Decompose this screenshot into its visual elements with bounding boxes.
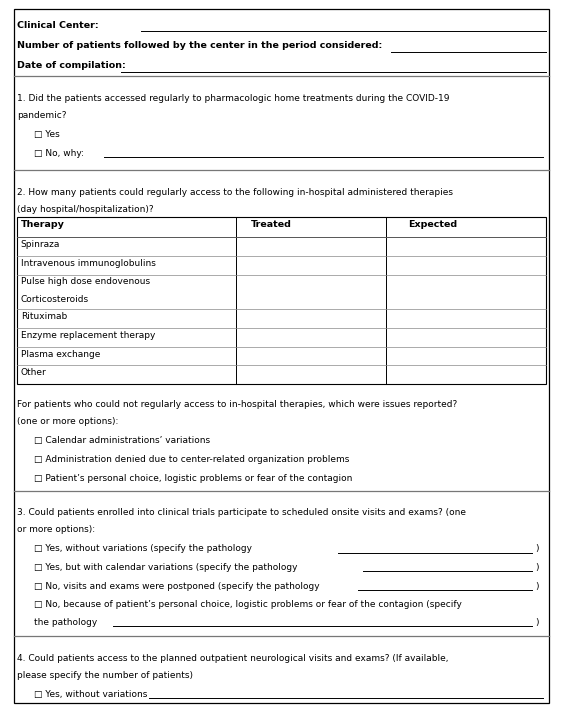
Text: 1. Did the patients accessed regularly to pharmacologic home treatments during t: 1. Did the patients accessed regularly t… (17, 94, 449, 103)
Text: Treated: Treated (251, 219, 292, 229)
Text: □ Yes, without variations (specify the pathology: □ Yes, without variations (specify the p… (34, 544, 252, 553)
Text: For patients who could not regularly access to in-hospital therapies, which were: For patients who could not regularly acc… (17, 400, 457, 409)
Text: please specify the number of patients): please specify the number of patients) (17, 671, 193, 680)
Text: □ Yes: □ Yes (34, 130, 60, 139)
Text: ): ) (535, 582, 538, 591)
Text: (one or more options):: (one or more options): (17, 417, 118, 426)
Text: Enzyme replacement therapy: Enzyme replacement therapy (21, 330, 155, 340)
Text: Rituximab: Rituximab (21, 312, 67, 321)
Text: □ Calendar administrations’ variations: □ Calendar administrations’ variations (34, 436, 210, 445)
Text: Expected: Expected (408, 219, 457, 229)
Text: □ No, why:: □ No, why: (34, 149, 87, 157)
Text: □ Yes, without variations: □ Yes, without variations (34, 690, 150, 698)
Text: or more options):: or more options): (17, 525, 95, 534)
Text: Other: Other (21, 368, 47, 377)
Text: Therapy: Therapy (21, 219, 65, 229)
Text: Clinical Center:: Clinical Center: (17, 21, 99, 30)
Text: □ No, because of patient’s personal choice, logistic problems or fear of the con: □ No, because of patient’s personal choi… (34, 600, 462, 609)
Text: □ Patient’s personal choice, logistic problems or fear of the contagion: □ Patient’s personal choice, logistic pr… (34, 473, 352, 483)
Text: Corticosteroids: Corticosteroids (21, 295, 89, 304)
Text: Spinraza: Spinraza (21, 240, 60, 249)
Text: ): ) (535, 617, 538, 627)
Bar (17, 217, 546, 384)
Text: ): ) (535, 544, 538, 553)
Text: □ Yes, but with calendar variations (specify the pathology: □ Yes, but with calendar variations (spe… (34, 562, 297, 572)
Text: 2. How many patients could regularly access to the following in-hospital adminis: 2. How many patients could regularly acc… (17, 188, 453, 197)
Text: 4. Could patients access to the planned outpatient neurological visits and exams: 4. Could patients access to the planned … (17, 654, 448, 663)
Text: 3. Could patients enrolled into clinical trials participate to scheduled onsite : 3. Could patients enrolled into clinical… (17, 508, 466, 517)
Text: (day hospital/hospitalization)?: (day hospital/hospitalization)? (17, 205, 154, 214)
Text: □ No, visits and exams were postponed (specify the pathology: □ No, visits and exams were postponed (s… (34, 582, 319, 591)
Text: □ Administration denied due to center-related organization problems: □ Administration denied due to center-re… (34, 455, 349, 464)
Text: Intravenous immunoglobulins: Intravenous immunoglobulins (21, 258, 156, 268)
Text: Number of patients followed by the center in the period considered:: Number of patients followed by the cente… (17, 41, 382, 50)
Text: Date of compilation:: Date of compilation: (17, 61, 126, 70)
Text: Pulse high dose endovenous: Pulse high dose endovenous (21, 278, 150, 286)
Text: ): ) (535, 562, 538, 572)
Text: the pathology: the pathology (34, 617, 100, 627)
Text: pandemic?: pandemic? (17, 111, 66, 120)
Text: Plasma exchange: Plasma exchange (21, 350, 100, 359)
